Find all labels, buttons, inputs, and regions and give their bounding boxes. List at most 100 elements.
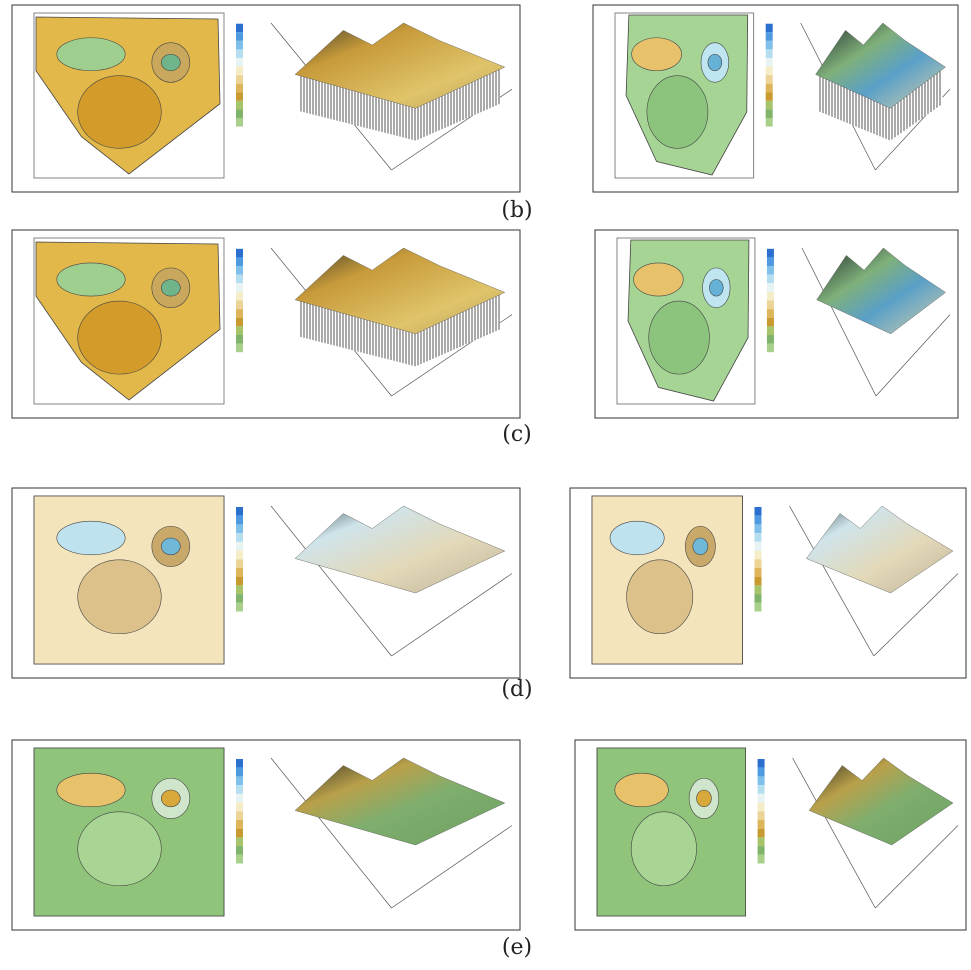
contour-zone [648, 300, 710, 375]
axis [391, 825, 513, 909]
surface [815, 22, 946, 109]
caption: (c) [502, 422, 532, 447]
contour-zone [77, 300, 162, 375]
colorbar-cell [766, 266, 774, 275]
axis [875, 825, 959, 909]
colorbar-cell [236, 57, 243, 67]
colorbar-cell [754, 550, 762, 560]
contour-zone [692, 537, 709, 556]
colorbar-cell [236, 846, 243, 855]
colorbar-cell [236, 283, 243, 292]
colorbar-cell [754, 533, 762, 542]
contour-zone [161, 789, 181, 808]
colorbar-cell [236, 248, 243, 258]
colorbar-cell [757, 819, 765, 829]
colorbar-cell [754, 585, 762, 595]
axis [391, 573, 513, 657]
colorbar-cell [236, 550, 243, 560]
colorbar-cell [236, 40, 243, 50]
colorbar-cell [766, 300, 774, 310]
colorbar-cell [766, 283, 774, 292]
colorbar-cell [236, 83, 243, 93]
colorbar-cell [754, 515, 762, 525]
colorbar-cell [236, 776, 243, 786]
colorbar-cell [236, 767, 243, 777]
colorbar-cell [766, 334, 774, 344]
panel [574, 739, 967, 931]
surface [808, 757, 954, 846]
contour-zone [56, 520, 126, 556]
colorbar-cell [236, 92, 243, 101]
colorbar-cell [766, 291, 774, 301]
colorbar-cell [757, 811, 765, 820]
colorbar-cell [236, 559, 243, 568]
colorbar-cell [236, 49, 243, 58]
colorbar-cell [236, 300, 243, 310]
colorbar-cell [757, 767, 765, 777]
contour-zone [161, 53, 181, 72]
colorbar-cell [236, 309, 243, 318]
colorbar-cell [765, 40, 773, 50]
colorbar-cell [757, 776, 765, 786]
colorbar-cell [757, 802, 765, 812]
colorbar-cell [236, 266, 243, 275]
panel [569, 487, 967, 679]
contour-zone [56, 262, 126, 297]
colorbar-cell [757, 837, 765, 847]
panel [11, 739, 521, 931]
colorbar-cell [236, 602, 243, 612]
surface [806, 505, 954, 594]
panel [594, 229, 959, 419]
colorbar-cell [236, 334, 243, 344]
colorbar-cell [754, 541, 762, 551]
contour-zone [709, 279, 724, 297]
colorbar-cell [765, 57, 773, 67]
colorbar-cell [236, 759, 243, 768]
caption: (e) [501, 935, 533, 960]
colorbar-cell [236, 515, 243, 525]
colorbar-cell [765, 75, 773, 84]
axis [270, 757, 392, 909]
colorbar-cell [757, 785, 765, 794]
colorbar-cell [236, 109, 243, 118]
contour-zone [161, 537, 181, 556]
colorbar-cell [757, 846, 765, 855]
axis [873, 573, 959, 657]
colorbar-cell [236, 257, 243, 267]
colorbar-cell [236, 594, 243, 603]
colorbar-cell [766, 257, 774, 267]
contour-zone [631, 37, 682, 72]
colorbar-cell [766, 326, 774, 335]
colorbar-cell [757, 793, 765, 803]
colorbar-cell [236, 828, 243, 838]
panel [592, 4, 959, 193]
colorbar-cell [236, 507, 243, 516]
contour-zone [696, 789, 712, 808]
caption: (b) [501, 198, 533, 223]
axis [270, 505, 392, 657]
colorbar-cell [766, 317, 774, 327]
panel [11, 487, 521, 679]
colorbar-cell [236, 343, 243, 353]
colorbar-cell [236, 567, 243, 577]
colorbar-cell [236, 541, 243, 551]
surface [294, 22, 506, 109]
contour-zone [77, 559, 162, 635]
colorbar-cell [765, 117, 773, 127]
surface [294, 757, 506, 846]
caption: (d) [501, 677, 533, 702]
colorbar-cell [765, 49, 773, 58]
contour-zone [633, 262, 684, 297]
colorbar-cell [766, 309, 774, 318]
colorbar-cell [766, 274, 774, 284]
colorbar-cell [236, 819, 243, 829]
axis [792, 757, 876, 909]
colorbar-cell [754, 594, 762, 603]
colorbar-cell [765, 100, 773, 110]
panel [11, 4, 521, 193]
colorbar-cell [236, 326, 243, 335]
colorbar-cell [236, 802, 243, 812]
colorbar-cell [236, 533, 243, 542]
colorbar-cell [754, 602, 762, 612]
